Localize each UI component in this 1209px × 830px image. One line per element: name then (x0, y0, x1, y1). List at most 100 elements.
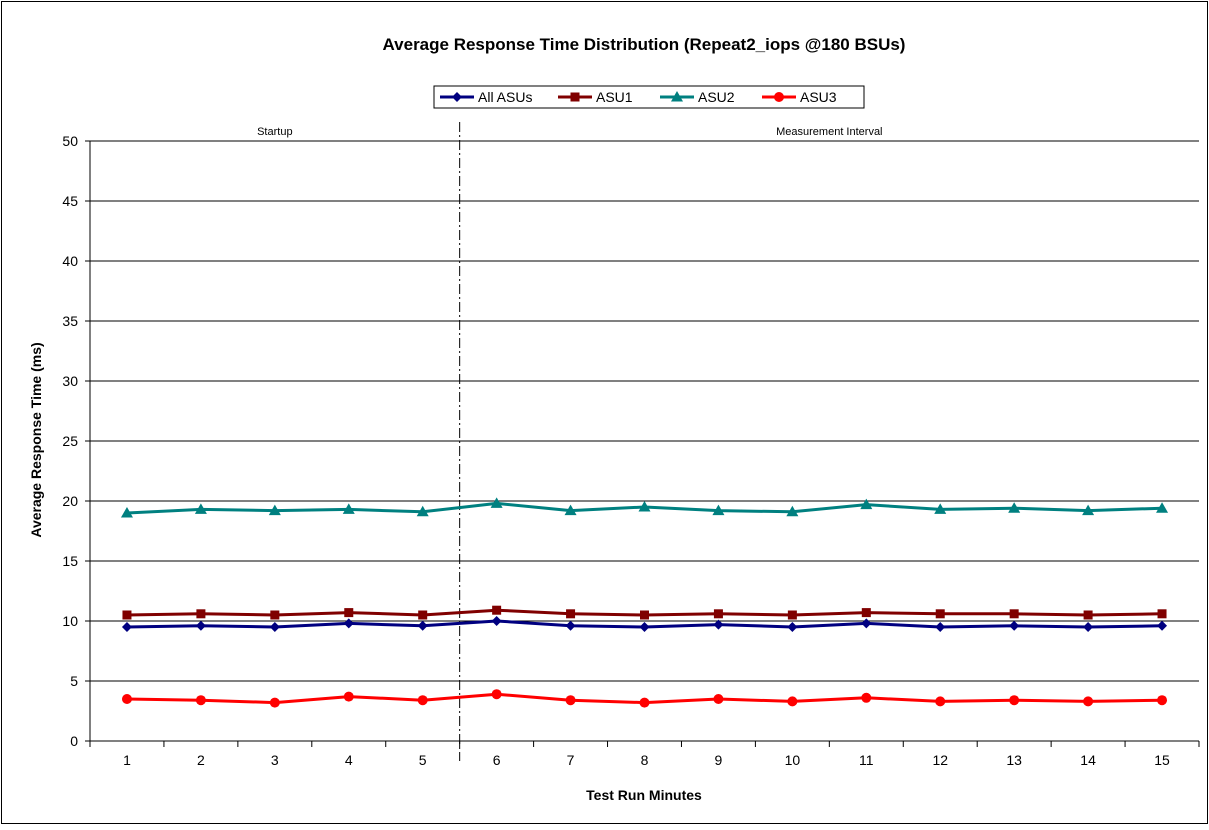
data-point-asu3-2 (195, 695, 206, 706)
data-point-asu3-6 (491, 689, 502, 700)
y-tick-label-15: 15 (62, 553, 78, 569)
y-axis-title: Average Response Time (ms) (28, 342, 44, 537)
data-point-all-asus-4 (343, 618, 354, 629)
data-point-all-asus-15 (1157, 620, 1168, 631)
data-point-asu2-13 (1008, 502, 1021, 513)
series-asu1 (122, 605, 1167, 620)
data-point-asu3-10 (787, 696, 798, 707)
x-tick-label-11: 11 (859, 752, 874, 768)
data-point-asu1-3 (270, 610, 280, 620)
data-point-all-asus-1 (121, 622, 132, 632)
data-point-asu2-1 (120, 507, 133, 518)
x-tick-label-7: 7 (567, 752, 575, 768)
x-tick-label-10: 10 (785, 752, 801, 768)
y-tick-label-5: 5 (70, 673, 78, 689)
data-point-asu3-12 (935, 696, 946, 707)
data-point-asu1-8 (640, 610, 649, 620)
data-point-asu1-7 (566, 609, 576, 619)
data-point-asu3-15 (1157, 695, 1168, 706)
y-tick-label-35: 35 (62, 313, 78, 329)
y-tick-label-0: 0 (70, 733, 78, 749)
x-tick-label-14: 14 (1080, 752, 1096, 768)
data-point-asu2-12 (934, 503, 947, 514)
data-point-asu3-14 (1083, 696, 1094, 707)
x-tick-label-2: 2 (197, 752, 205, 768)
data-point-asu2-2 (194, 503, 207, 514)
legend-label-asu1: ASU1 (596, 89, 633, 105)
series-asu3 (121, 689, 1168, 708)
legend-marker-asu1 (570, 92, 580, 102)
x-tick-label-15: 15 (1154, 752, 1170, 768)
data-point-asu2-15 (1156, 502, 1169, 513)
legend: All ASUs ASU1 ASU2 ASU3 (433, 85, 865, 109)
y-tick-label-40: 40 (62, 253, 78, 269)
data-point-all-asus-14 (1083, 622, 1094, 632)
region-label-startup: Startup (257, 126, 292, 138)
data-point-asu1-11 (861, 608, 871, 618)
data-point-asu1-9 (713, 609, 723, 619)
x-tick-label-13: 13 (1006, 752, 1022, 768)
x-tick-label-4: 4 (345, 752, 353, 768)
data-point-asu3-3 (269, 697, 280, 708)
data-point-all-asus-2 (195, 620, 206, 631)
data-point-all-asus-5 (417, 620, 428, 631)
data-point-asu2-4 (342, 503, 355, 514)
legend-label-asu2: ASU2 (698, 89, 735, 105)
y-tick-label-25: 25 (62, 433, 78, 449)
y-tick-label-45: 45 (62, 193, 78, 209)
data-point-asu3-11 (861, 692, 872, 703)
data-point-asu1-2 (196, 609, 206, 619)
data-point-asu1-14 (1083, 610, 1093, 620)
data-point-asu2-11 (860, 498, 873, 510)
legend-marker-asu3 (774, 92, 784, 102)
data-point-all-asus-7 (565, 620, 576, 631)
x-tick-label-5: 5 (419, 752, 427, 768)
y-tick-label-50: 50 (62, 133, 78, 149)
legend-label-asu3: ASU3 (800, 89, 837, 105)
data-point-asu3-8 (639, 697, 650, 708)
x-tick-label-3: 3 (271, 752, 279, 768)
legend-marker-all-asus (452, 92, 462, 102)
data-point-all-asus-8 (639, 622, 650, 632)
data-point-asu2-14 (1082, 504, 1095, 516)
data-point-asu1-6 (492, 605, 502, 615)
x-tick-label-12: 12 (932, 752, 948, 768)
data-point-asu3-4 (343, 691, 354, 702)
data-point-all-asus-12 (935, 622, 946, 632)
x-tick-label-9: 9 (715, 752, 723, 768)
y-tick-label-10: 10 (62, 613, 78, 629)
series-asu2 (120, 497, 1169, 518)
data-point-all-asus-3 (269, 622, 280, 632)
x-tick-label-1: 1 (123, 752, 131, 768)
data-point-asu2-10 (786, 505, 799, 517)
data-point-asu1-15 (1157, 609, 1167, 619)
legend-box (433, 85, 865, 109)
data-point-asu2-6 (490, 497, 503, 508)
legend-label-all-asus: All ASUs (478, 89, 532, 105)
data-point-asu2-5 (416, 505, 429, 517)
y-tick-label-30: 30 (62, 373, 78, 389)
data-point-all-asus-11 (861, 618, 872, 629)
series-all-asus (121, 616, 1168, 632)
data-point-asu1-12 (935, 609, 945, 619)
y-tick-label-20: 20 (62, 493, 78, 509)
data-point-asu1-1 (122, 610, 132, 620)
data-point-asu3-13 (1009, 695, 1020, 706)
x-tick-label-8: 8 (641, 752, 649, 768)
region-label-measurement-interval: Measurement Interval (776, 126, 882, 138)
data-point-all-asus-9 (713, 619, 724, 630)
x-tick-label-6: 6 (493, 752, 501, 768)
legend-marker-asu2 (671, 91, 683, 102)
data-point-asu1-4 (344, 608, 354, 618)
data-point-all-asus-13 (1009, 620, 1020, 631)
data-point-asu2-9 (712, 504, 725, 516)
data-point-asu2-8 (638, 501, 651, 512)
data-point-asu3-1 (121, 694, 132, 704)
data-point-asu3-7 (565, 695, 576, 706)
data-point-all-asus-10 (787, 622, 798, 632)
data-point-asu1-13 (1009, 609, 1019, 619)
